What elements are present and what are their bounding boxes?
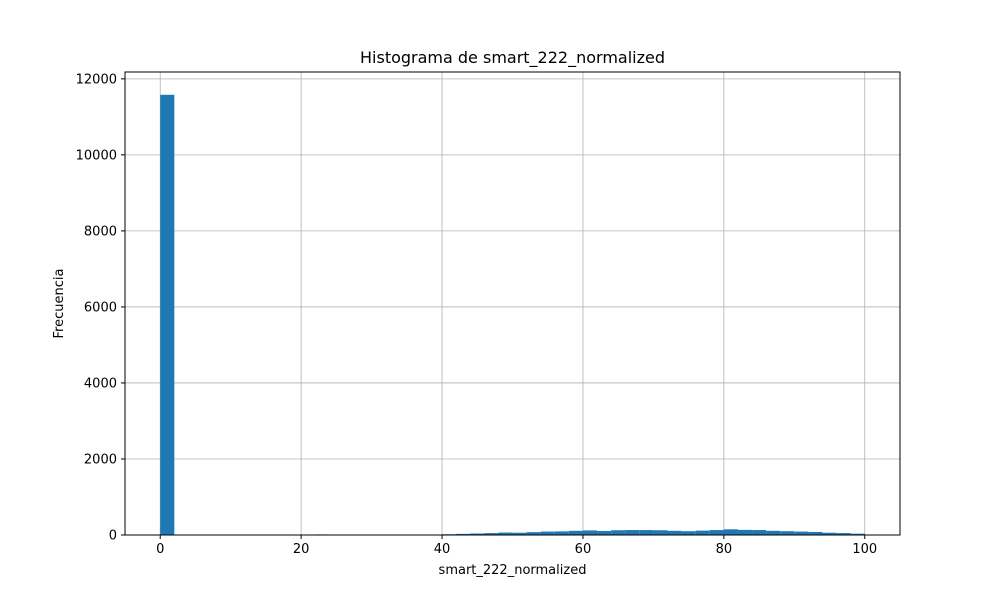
y-tick-label: 10000 <box>76 148 117 163</box>
histogram-bar <box>512 532 527 535</box>
x-tick-label: 60 <box>575 542 592 557</box>
histogram-bar <box>681 531 696 535</box>
histogram-bar <box>667 530 682 535</box>
histogram-bar <box>456 533 471 535</box>
histogram-bar <box>625 530 640 535</box>
histogram-bar <box>526 532 541 535</box>
histogram-bar <box>836 533 851 535</box>
y-tick-label: 6000 <box>84 300 117 315</box>
histogram-bar <box>780 531 795 535</box>
histogram-bars <box>160 94 865 535</box>
histogram-bar <box>808 531 823 535</box>
y-tick-label: 8000 <box>84 224 117 239</box>
histogram-bar <box>653 530 668 535</box>
x-tick-label: 40 <box>434 542 451 557</box>
histogram-bar <box>752 530 767 535</box>
histogram-bar <box>498 532 513 535</box>
y-tick-label: 4000 <box>84 376 117 391</box>
x-tick-label: 80 <box>716 542 733 557</box>
y-tick-label: 12000 <box>76 72 117 87</box>
histogram-bar <box>160 94 175 535</box>
x-tick-label: 20 <box>293 542 310 557</box>
histogram-bar <box>695 530 710 535</box>
y-axis-ticks: 0 2000 4000 6000 8000 10000 12000 <box>76 72 125 544</box>
chart-title: Histograma de smart_222_normalized <box>360 48 665 68</box>
histogram-bar <box>737 529 753 535</box>
histogram-bar <box>470 533 485 535</box>
x-tick-label: 0 <box>156 542 164 557</box>
histogram-bar <box>554 531 569 535</box>
histogram-bar <box>540 531 555 535</box>
histogram-bar <box>723 529 738 535</box>
histogram-bar <box>568 530 583 535</box>
y-tick-label: 0 <box>109 529 117 544</box>
y-axis-label: Frecuencia <box>52 269 67 339</box>
histogram-bar <box>794 531 809 535</box>
histogram-bar <box>766 530 781 535</box>
histogram-bar <box>484 533 499 535</box>
x-axis-ticks: 0 20 40 60 80 100 <box>156 535 877 557</box>
histogram-bar <box>639 530 654 535</box>
histogram-bar <box>582 530 598 535</box>
histogram-bar <box>611 530 626 535</box>
y-tick-label: 2000 <box>84 452 117 467</box>
x-axis-label: smart_222_normalized <box>439 563 587 578</box>
grid-lines <box>125 72 900 536</box>
histogram-bar <box>597 531 612 535</box>
plot-frame <box>124 71 901 536</box>
histogram-bar <box>850 533 865 535</box>
histogram-bar <box>822 532 837 535</box>
x-tick-label: 100 <box>852 542 877 557</box>
histogram-bar <box>709 530 724 535</box>
